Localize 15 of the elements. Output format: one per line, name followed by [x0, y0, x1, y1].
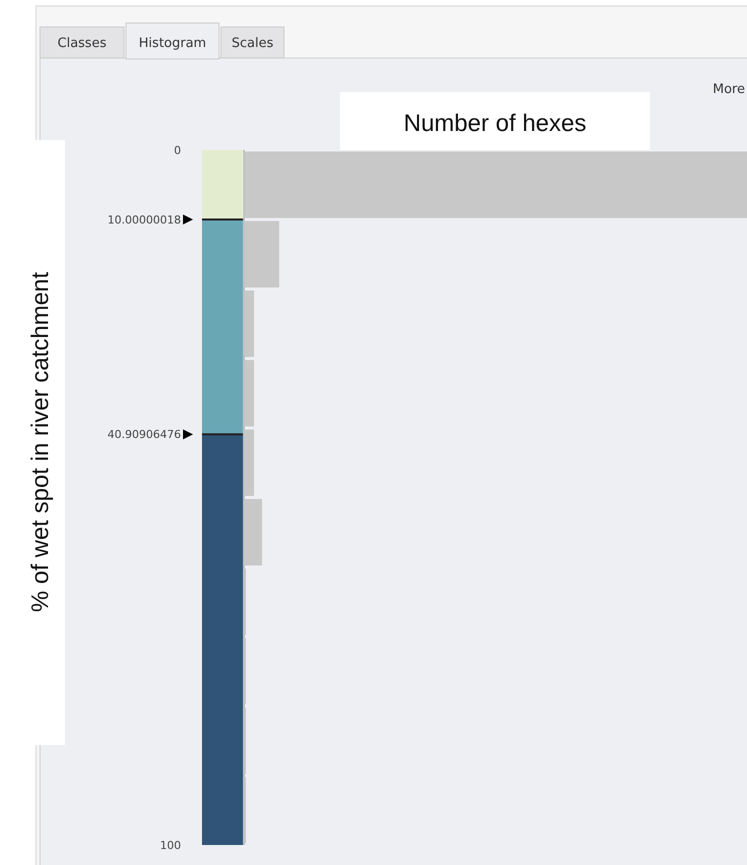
text: Scales: [232, 36, 274, 51]
text: Classes: [58, 36, 107, 51]
y-tick-label: 0: [174, 144, 181, 157]
bar: [244, 221, 280, 288]
bar: [244, 360, 254, 426]
bar: [244, 290, 254, 357]
y-axis-title: % of wet spot in river catchment: [27, 272, 54, 612]
text: More: [712, 82, 745, 97]
bar: [244, 499, 262, 566]
x-axis-title: Number of hexes: [404, 110, 586, 137]
y-tick-label: 40.90906476: [108, 428, 181, 442]
y-tick-label: 10.00000018: [108, 213, 181, 226]
y-tick-label: 100: [160, 838, 181, 852]
text: Histogram: [138, 36, 206, 51]
bar: [244, 430, 254, 496]
